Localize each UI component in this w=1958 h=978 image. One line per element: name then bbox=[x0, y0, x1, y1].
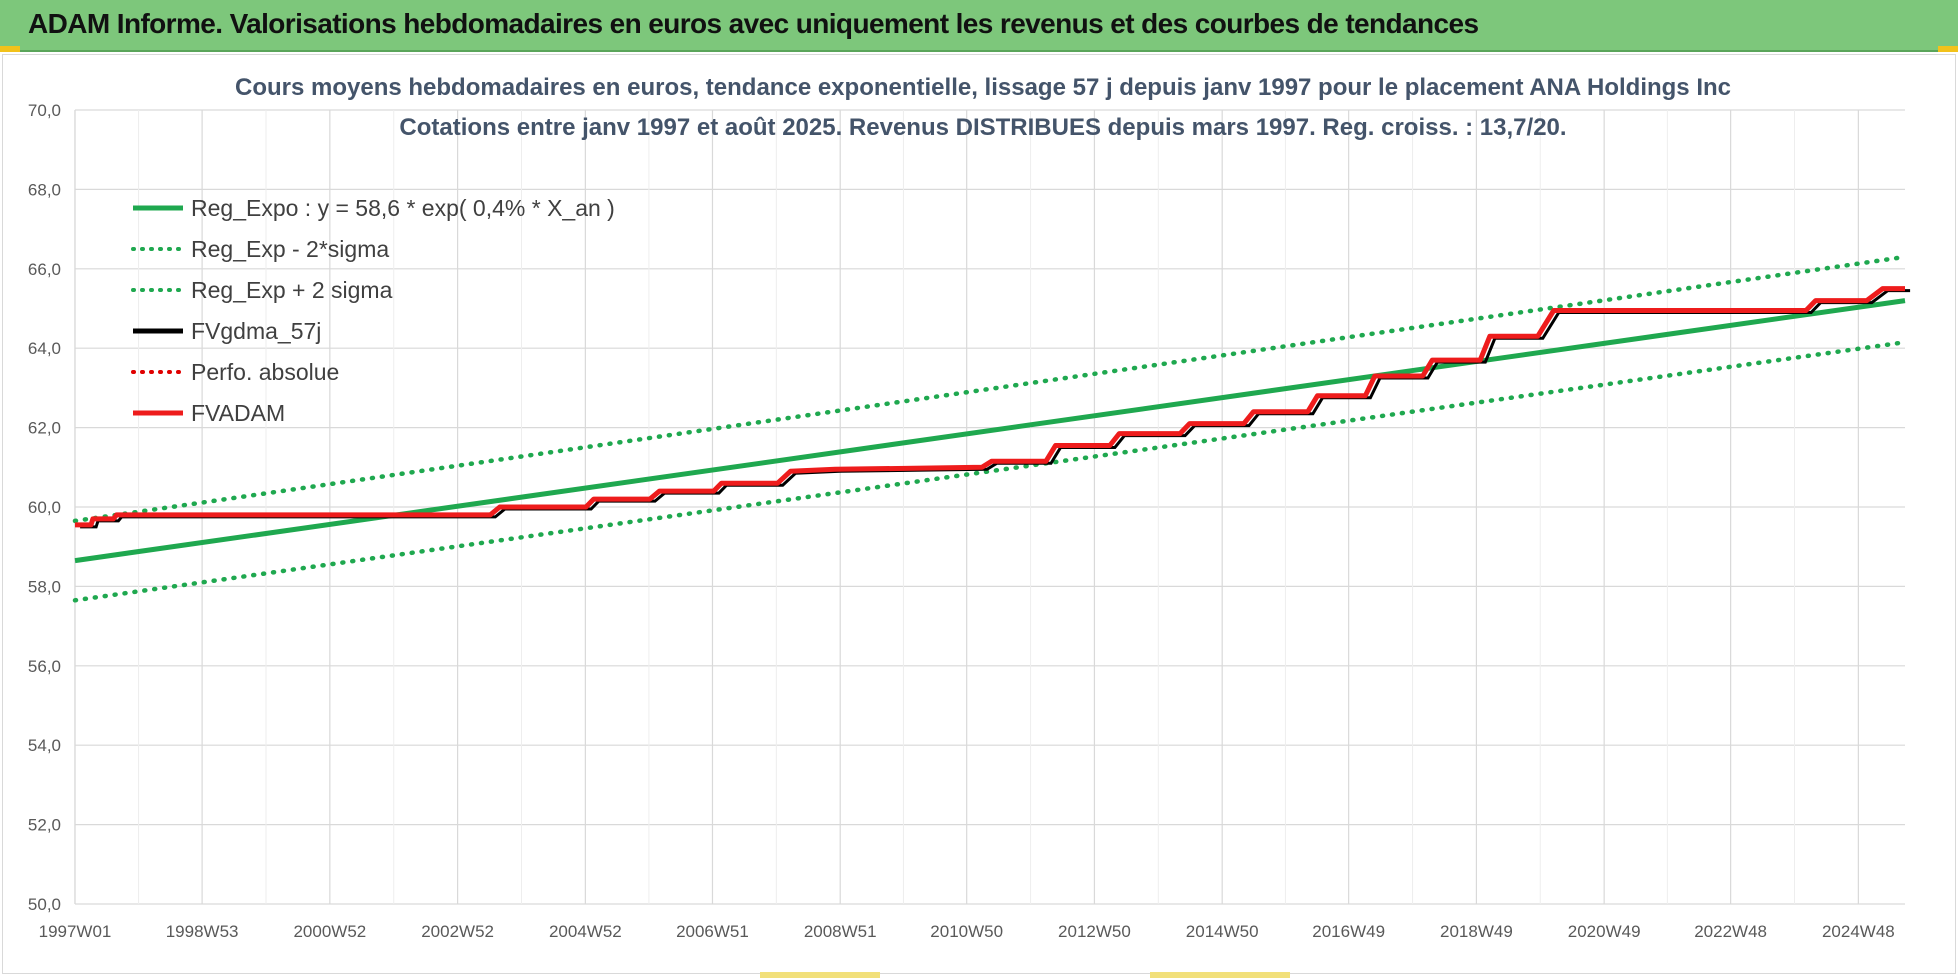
x-tick-label: 2022W48 bbox=[1694, 922, 1767, 941]
x-tick-label: 2006W51 bbox=[676, 922, 749, 941]
banner-corner-left bbox=[0, 46, 20, 52]
series-reg-expo bbox=[74, 298, 1906, 564]
y-tick-label: 50,0 bbox=[28, 895, 61, 914]
x-tick-label: 2024W48 bbox=[1822, 922, 1895, 941]
x-tick-label: 2004W52 bbox=[549, 922, 622, 941]
chart-area: Cours moyens hebdomadaires en euros, ten… bbox=[2, 54, 1956, 974]
x-tick-label: 2008W51 bbox=[804, 922, 877, 941]
x-tick-label: 2014W50 bbox=[1186, 922, 1259, 941]
y-tick-label: 52,0 bbox=[28, 816, 61, 835]
plot-series bbox=[72, 254, 1911, 603]
y-tick-label: 58,0 bbox=[28, 577, 61, 596]
y-tick-label: 60,0 bbox=[28, 498, 61, 517]
report-title: ADAM Informe. Valorisations hebdomadaire… bbox=[28, 8, 1479, 39]
legend: Reg_Expo : y = 58,6 * exp( 0,4% * X_an )… bbox=[131, 195, 615, 426]
bottom-tab-marker bbox=[760, 972, 880, 978]
legend-label-reg-plus: Reg_Exp + 2 sigma bbox=[191, 277, 393, 303]
legend-label-fvgdma: FVgdma_57j bbox=[191, 318, 321, 344]
x-tick-label: 2018W49 bbox=[1440, 922, 1513, 941]
x-tick-label: 2000W52 bbox=[293, 922, 366, 941]
chart-subtitle: Cotations entre janv 1997 et août 2025. … bbox=[399, 114, 1566, 141]
y-axis: 50,0 52,0 54,0 56,0 58,0 60,0 62,0 64,0 66,0 68,0… bbox=[28, 101, 61, 914]
y-tick-label: 64,0 bbox=[28, 339, 61, 358]
y-tick-label: 54,0 bbox=[28, 736, 61, 755]
x-tick-label: 2002W52 bbox=[421, 922, 494, 941]
legend-label-reg-minus: Reg_Exp - 2*sigma bbox=[191, 236, 389, 262]
x-tick-label: 2012W50 bbox=[1058, 922, 1131, 941]
y-tick-label: 66,0 bbox=[28, 260, 61, 279]
x-axis: 1997W01 1998W53 2000W52 2002W52 2004W52 2006W… bbox=[39, 922, 1895, 941]
legend-label-reg-expo: Reg_Expo : y = 58,6 * exp( 0,4% * X_an ) bbox=[191, 195, 615, 221]
y-tick-label: 56,0 bbox=[28, 657, 61, 676]
report-banner: ADAM Informe. Valorisations hebdomadaire… bbox=[0, 0, 1958, 52]
series-reg-plus bbox=[72, 254, 1908, 524]
x-tick-label: 1998W53 bbox=[166, 922, 239, 941]
legend-label-fvadam: FVADAM bbox=[191, 400, 285, 426]
y-tick-label: 62,0 bbox=[28, 419, 61, 438]
y-tick-label: 68,0 bbox=[28, 180, 61, 199]
x-tick-label: 2020W49 bbox=[1568, 922, 1641, 941]
x-tick-label: 1997W01 bbox=[39, 922, 112, 941]
series-fvgdma bbox=[80, 289, 1911, 529]
bottom-tab-marker bbox=[1150, 972, 1290, 978]
banner-corner-right bbox=[1938, 46, 1958, 52]
legend-label-perfo: Perfo. absolue bbox=[191, 359, 339, 385]
y-tick-label: 70,0 bbox=[28, 101, 61, 120]
line-chart: Cours moyens hebdomadaires en euros, ten… bbox=[28, 74, 1911, 941]
x-tick-label: 2016W49 bbox=[1312, 922, 1385, 941]
chart-title: Cours moyens hebdomadaires en euros, ten… bbox=[235, 74, 1731, 101]
series-reg-minus bbox=[72, 339, 1908, 603]
gridlines bbox=[74, 109, 1905, 905]
x-tick-label: 2010W50 bbox=[930, 922, 1003, 941]
series-fvadam bbox=[75, 286, 1905, 528]
